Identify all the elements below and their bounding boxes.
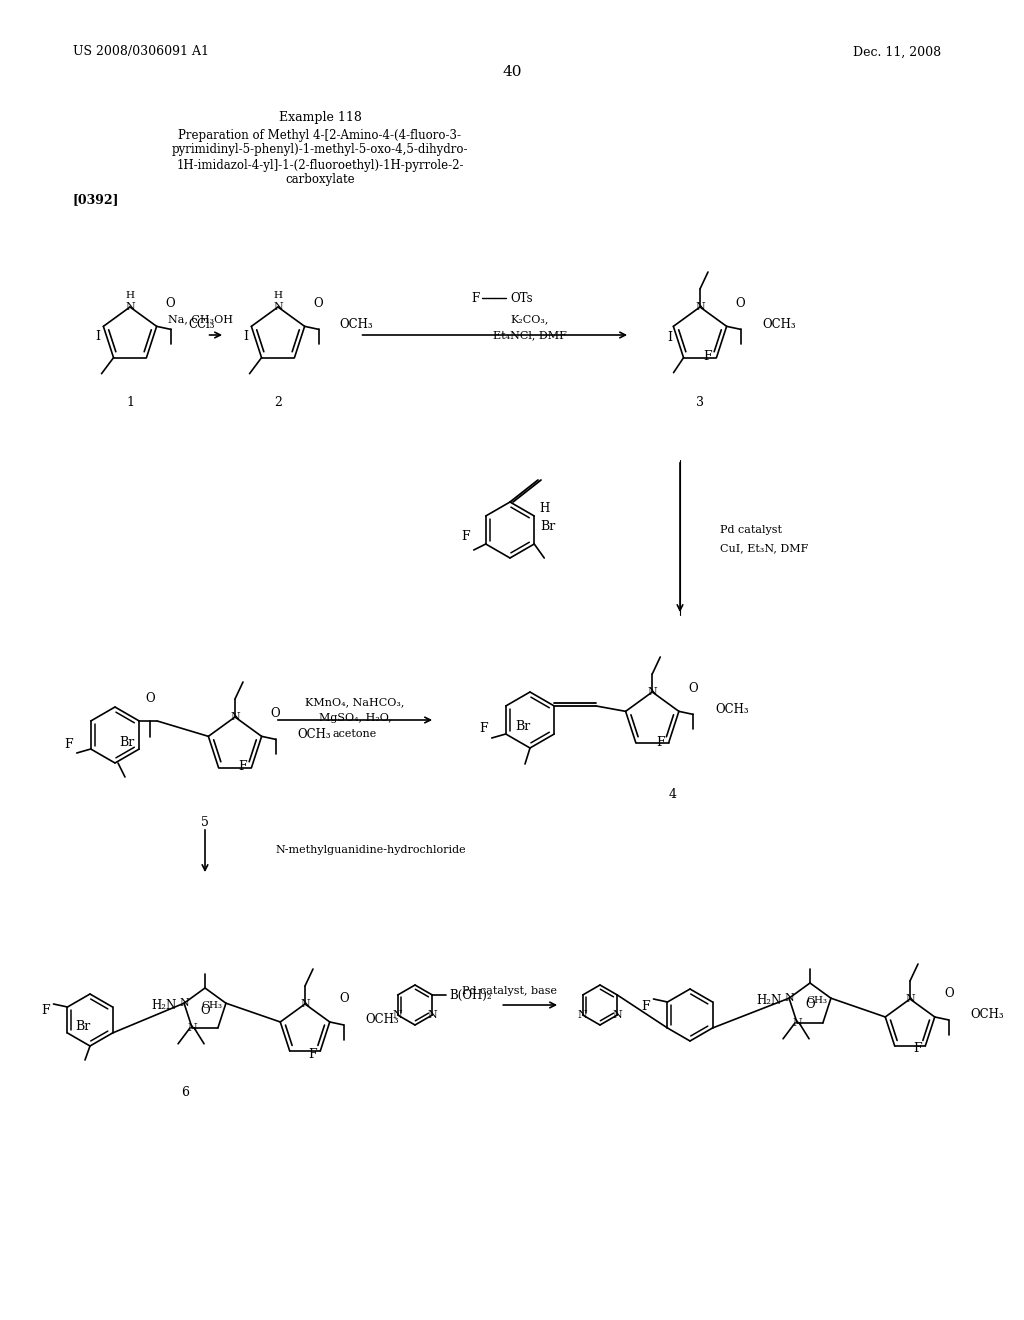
Text: Br: Br <box>541 520 556 532</box>
Text: Br: Br <box>120 737 134 750</box>
Text: OCH₃: OCH₃ <box>971 1008 1005 1022</box>
Text: F: F <box>641 999 650 1012</box>
Text: N: N <box>695 302 705 312</box>
Text: OCH₃: OCH₃ <box>715 702 749 715</box>
Text: F: F <box>462 531 470 544</box>
Text: O: O <box>200 1003 210 1016</box>
Text: O: O <box>166 297 175 310</box>
Text: Pd catalyst, base: Pd catalyst, base <box>463 986 557 997</box>
Text: O: O <box>145 693 155 705</box>
Text: 6: 6 <box>181 1085 189 1098</box>
Text: H₂N: H₂N <box>757 994 781 1007</box>
Text: 5: 5 <box>201 817 209 829</box>
Text: F: F <box>656 735 665 748</box>
Text: N: N <box>300 999 310 1008</box>
Text: F: F <box>703 351 713 363</box>
Text: carboxylate: carboxylate <box>286 173 354 186</box>
Text: OCH₃: OCH₃ <box>340 318 374 331</box>
Text: O: O <box>736 297 745 310</box>
Text: Br: Br <box>76 1019 91 1032</box>
Text: 1H-imidazol-4-yl]-1-(2-fluoroethyl)-1H-pyrrole-2-: 1H-imidazol-4-yl]-1-(2-fluoroethyl)-1H-p… <box>176 158 464 172</box>
Text: Example 118: Example 118 <box>279 111 361 124</box>
Text: F: F <box>41 1005 50 1018</box>
Text: Pd catalyst: Pd catalyst <box>720 525 782 535</box>
Text: O: O <box>805 998 815 1011</box>
Text: MgSO₄, H₂O,: MgSO₄, H₂O, <box>318 713 391 723</box>
Text: N: N <box>393 1010 402 1020</box>
Text: US 2008/0306091 A1: US 2008/0306091 A1 <box>73 45 209 58</box>
Text: CCl₃: CCl₃ <box>188 318 215 331</box>
Text: CH₃: CH₃ <box>202 1002 222 1010</box>
Text: F: F <box>479 722 488 735</box>
Text: Dec. 11, 2008: Dec. 11, 2008 <box>853 45 941 58</box>
Text: 1: 1 <box>126 396 134 409</box>
Text: [0392]: [0392] <box>73 194 120 206</box>
Text: I: I <box>95 330 100 343</box>
Text: B(OH)₂: B(OH)₂ <box>449 989 492 1002</box>
Text: N: N <box>187 1023 197 1032</box>
Text: acetone: acetone <box>333 729 377 739</box>
Text: 4: 4 <box>669 788 676 801</box>
Text: K₂CO₃,: K₂CO₃, <box>511 314 549 323</box>
Text: OCH₃: OCH₃ <box>366 1014 399 1027</box>
Text: H₂N: H₂N <box>152 999 177 1012</box>
Text: F: F <box>471 292 479 305</box>
Text: N: N <box>578 1010 588 1020</box>
Text: F: F <box>913 1043 923 1056</box>
Text: CH₃: CH₃ <box>807 997 827 1006</box>
Text: 3: 3 <box>696 396 705 409</box>
Text: N: N <box>793 1018 802 1028</box>
Text: N: N <box>427 1010 437 1020</box>
Text: pyrimidinyl-5-phenyl)-1-methyl-5-oxo-4,5-dihydro-: pyrimidinyl-5-phenyl)-1-methyl-5-oxo-4,5… <box>172 144 468 157</box>
Text: I: I <box>667 331 672 345</box>
Text: N: N <box>179 998 189 1008</box>
Text: Br: Br <box>515 719 530 733</box>
Text: OCH₃: OCH₃ <box>298 727 331 741</box>
Text: H: H <box>539 502 549 515</box>
Text: O: O <box>944 987 953 1001</box>
Text: CuI, Et₃N, DMF: CuI, Et₃N, DMF <box>720 543 808 553</box>
Text: KMnO₄, NaHCO₃,: KMnO₄, NaHCO₃, <box>305 697 404 708</box>
Text: OTs: OTs <box>511 292 534 305</box>
Text: 2: 2 <box>274 396 282 409</box>
Text: N: N <box>230 711 240 722</box>
Text: Preparation of Methyl 4-[2-Amino-4-(4-fluoro-3-: Preparation of Methyl 4-[2-Amino-4-(4-fl… <box>178 128 462 141</box>
Text: N: N <box>125 302 135 312</box>
Text: F: F <box>239 760 248 774</box>
Text: N: N <box>647 686 657 697</box>
Text: N: N <box>612 1010 623 1020</box>
Text: OCH₃: OCH₃ <box>763 318 797 331</box>
Text: N-methylguanidine-hydrochloride: N-methylguanidine-hydrochloride <box>275 845 466 855</box>
Text: Et₄NCl, DMF: Et₄NCl, DMF <box>494 330 567 341</box>
Text: O: O <box>270 706 281 719</box>
Text: O: O <box>688 682 697 694</box>
Text: H: H <box>273 292 283 301</box>
Text: N: N <box>273 302 283 312</box>
Text: N: N <box>905 994 914 1005</box>
Text: 40: 40 <box>502 65 522 79</box>
Text: F: F <box>65 738 73 751</box>
Text: O: O <box>313 297 324 310</box>
Text: I: I <box>243 330 248 343</box>
Text: O: O <box>339 993 348 1006</box>
Text: F: F <box>308 1048 317 1060</box>
Text: Na, CH₃OH: Na, CH₃OH <box>168 314 232 323</box>
Text: N: N <box>784 993 794 1003</box>
Text: H: H <box>126 292 134 301</box>
